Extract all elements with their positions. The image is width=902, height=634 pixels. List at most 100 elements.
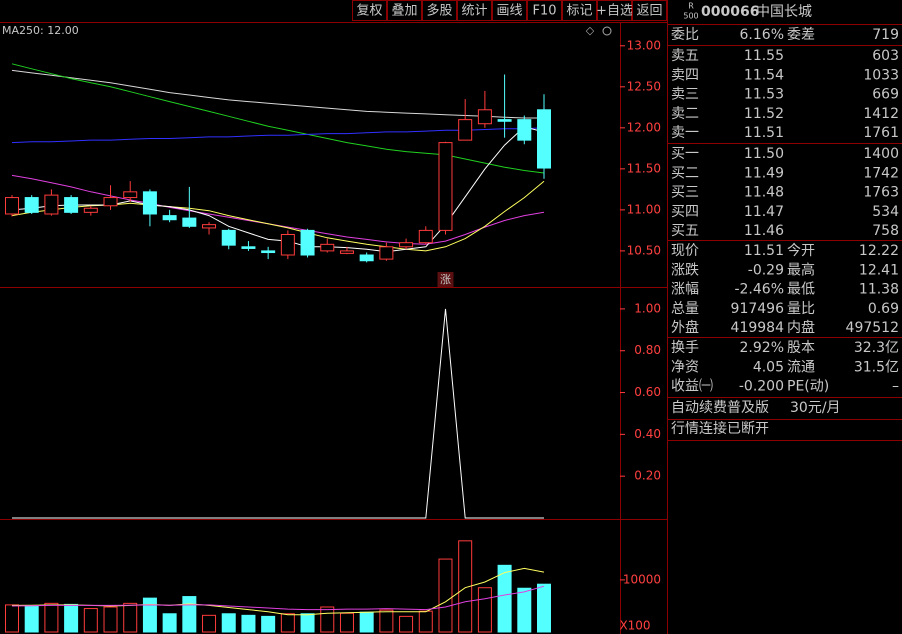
volume-bar	[103, 606, 118, 633]
order-volume: 1761	[863, 125, 899, 141]
indicator-title: MA250: 12.00	[2, 24, 79, 37]
toolbar-button[interactable]	[387, 0, 422, 21]
volume-bar	[5, 604, 19, 633]
field-value: 0.69	[868, 301, 899, 317]
toolbar-button[interactable]	[597, 0, 632, 21]
toolbar-label[interactable]: +自选	[596, 4, 633, 19]
order-volume: 1763	[863, 185, 899, 201]
order-volume: 1033	[863, 67, 899, 83]
field-value: 11.51	[744, 243, 784, 259]
volume-bar	[64, 603, 79, 633]
y-tick-label: 10.50	[627, 243, 661, 257]
candle-body	[359, 254, 374, 262]
field-value: -0.200	[739, 379, 784, 395]
volume-bar	[44, 602, 59, 633]
toolbar-label[interactable]: 画线	[496, 4, 522, 19]
volume-bar	[123, 602, 138, 633]
order-price: 11.54	[744, 67, 784, 83]
field-label: 流通	[787, 359, 815, 375]
unit-label: X100	[619, 619, 650, 633]
order-price: 11.55	[744, 48, 784, 64]
field-value: 31.5亿	[854, 359, 899, 375]
order-label: 卖二	[671, 106, 699, 122]
volume-bar	[162, 613, 177, 633]
volume-bar	[438, 558, 453, 633]
circle-icon[interactable]	[602, 26, 612, 36]
toolbar-label[interactable]: 标记	[566, 4, 592, 19]
field-value: 12.41	[859, 262, 899, 278]
toolbar-button[interactable]	[352, 0, 387, 21]
toolbar-label[interactable]: 复权	[356, 3, 382, 19]
volume-bar	[537, 583, 551, 633]
field-label: 最高	[787, 261, 815, 278]
volume-bar	[497, 564, 512, 633]
marker: 涨	[440, 273, 451, 286]
order-price: 11.53	[744, 87, 784, 103]
y-tick-label: 10000	[623, 572, 661, 586]
toolbar-button[interactable]	[562, 0, 597, 21]
promo-price[interactable]: 30元/月	[790, 400, 841, 416]
field-value: 12.22	[859, 243, 899, 259]
candle-body	[399, 242, 414, 248]
moving-average	[11, 63, 545, 174]
toolbar-button[interactable]	[422, 0, 457, 21]
field-label: 股本	[787, 340, 815, 356]
promo-text[interactable]: 自动续费普及版	[671, 399, 769, 416]
order-price: 11.51	[744, 125, 784, 141]
candle-body	[261, 250, 276, 254]
volume-bar	[379, 609, 394, 633]
candle-body	[300, 229, 315, 256]
field-value: 419984	[731, 320, 785, 336]
toolbar-button[interactable]	[632, 0, 667, 21]
toolbar-button[interactable]	[457, 0, 492, 21]
field-value: 6.16%	[740, 27, 784, 43]
field-value: 11.38	[859, 282, 899, 298]
volume-bar	[320, 606, 335, 633]
candle-body	[83, 207, 98, 213]
volume-bar	[261, 615, 276, 633]
order-volume: 1742	[863, 165, 899, 181]
field-label: 涨跌	[671, 262, 699, 278]
toolbar-button[interactable]	[492, 0, 527, 21]
y-tick-label: 12.00	[627, 120, 661, 134]
toolbar-button[interactable]	[527, 0, 562, 21]
volume-bar	[83, 608, 98, 633]
order-price: 11.49	[744, 165, 784, 181]
field-label: 今开	[787, 243, 815, 259]
field-label: 外盘	[671, 319, 699, 336]
toolbar-label[interactable]: 统计	[461, 4, 487, 19]
volume-average	[11, 585, 545, 611]
field-label: 量比	[787, 301, 815, 317]
field-label: 最低	[787, 282, 815, 298]
volume-bar	[517, 587, 532, 633]
field-label: 涨幅	[671, 282, 699, 298]
y-tick-label: 13.00	[627, 38, 661, 52]
order-volume: 534	[872, 204, 899, 220]
order-volume: 758	[872, 223, 899, 239]
status: 行情连接已断开	[671, 420, 769, 437]
badge	[684, 3, 698, 21]
candle-body	[24, 197, 39, 213]
volume-bar	[359, 611, 374, 633]
volume-bar	[241, 614, 256, 633]
candle-body	[103, 197, 118, 207]
volume-bar	[339, 612, 354, 633]
toolbar-label[interactable]: 多股	[426, 3, 452, 19]
candle-body	[497, 119, 512, 122]
order-volume: 1412	[863, 106, 899, 122]
volume-bar	[280, 613, 295, 633]
field-label: 总量	[671, 301, 699, 317]
toolbar-label[interactable]: F10	[532, 4, 556, 19]
toolbar-label[interactable]: 返回	[636, 4, 662, 19]
field-label: 收益㈠	[671, 379, 713, 395]
marker-box	[437, 272, 454, 287]
diamond-icon[interactable]: ◇	[586, 24, 595, 37]
candle-body	[5, 197, 19, 215]
order-label: 卖五	[671, 48, 699, 64]
toolbar-label[interactable]: 叠加	[391, 4, 417, 19]
field-value: 719	[872, 27, 899, 43]
moving-average	[11, 127, 545, 144]
volume-bar	[458, 540, 473, 633]
